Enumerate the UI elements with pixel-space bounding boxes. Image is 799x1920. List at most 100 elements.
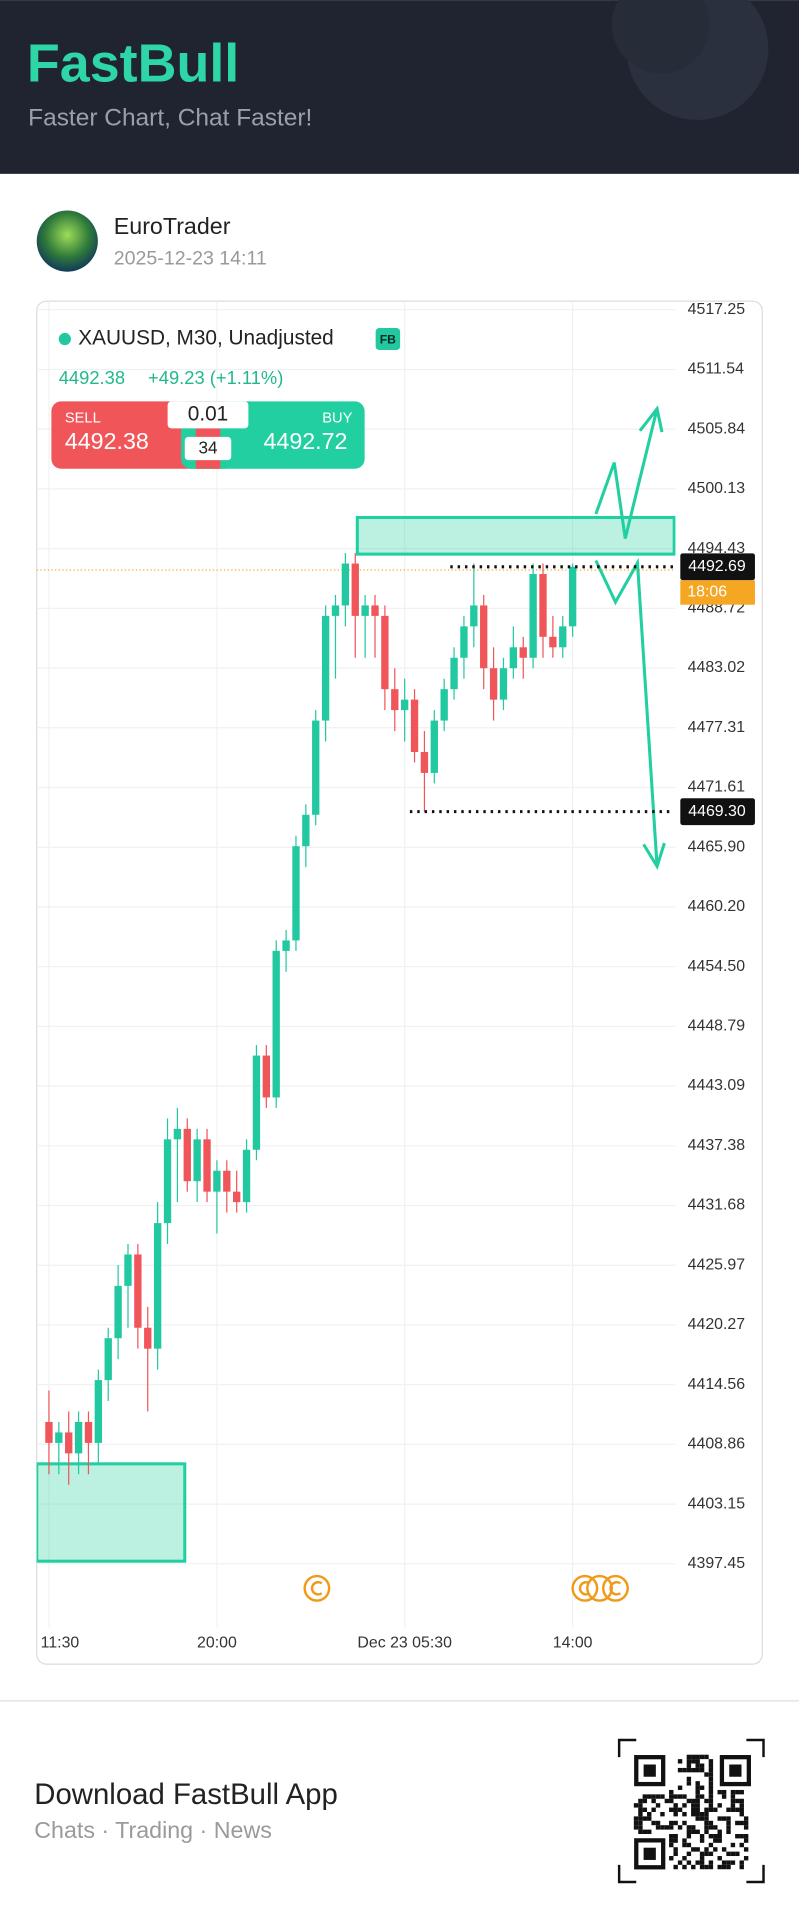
qr-module	[708, 1860, 714, 1865]
qr-module	[647, 1811, 652, 1817]
qr-module	[708, 1767, 714, 1773]
countdown: 18:06	[687, 584, 727, 601]
y-tick-label: 4500.13	[688, 480, 746, 497]
y-tick-label: 4477.31	[688, 719, 746, 736]
qr-module	[699, 1754, 705, 1760]
qr-module	[704, 1811, 709, 1817]
qr-module	[717, 1789, 722, 1795]
qr-module	[651, 1798, 656, 1804]
qr-module	[673, 1794, 678, 1799]
candle-body	[94, 1380, 103, 1443]
qr-module	[704, 1772, 709, 1777]
event-markers	[303, 1574, 629, 1602]
y-tick-label: 4483.02	[688, 659, 746, 676]
qr-module	[708, 1763, 714, 1768]
qr-module	[717, 1816, 722, 1821]
qr-module	[677, 1794, 683, 1799]
qr-module	[638, 1816, 643, 1821]
buy-label: BUY	[322, 410, 352, 426]
qr-module	[730, 1807, 736, 1812]
qr-module	[739, 1842, 744, 1848]
qr-module	[695, 1803, 700, 1808]
qr-module	[743, 1856, 749, 1861]
candle-body	[549, 636, 557, 648]
qr-module	[642, 1798, 648, 1804]
candle-body	[104, 1338, 112, 1381]
qr-module	[673, 1820, 678, 1826]
qr-module	[704, 1825, 709, 1830]
candle-body	[460, 626, 468, 658]
candle-body	[262, 1055, 270, 1098]
timestamp: 2025-12-23 14:11	[114, 248, 267, 270]
qr-module	[695, 1816, 700, 1821]
qr-module	[721, 1864, 727, 1870]
y-tick-label: 4437.38	[688, 1137, 746, 1154]
qr-module	[699, 1860, 705, 1865]
qr-module	[695, 1807, 700, 1812]
candle-body	[371, 605, 379, 616]
qr-module	[677, 1785, 683, 1790]
candle-body	[430, 720, 438, 773]
qr-module	[633, 1820, 639, 1826]
qr-module	[717, 1834, 722, 1839]
candle-body	[341, 563, 350, 606]
qr-module	[691, 1803, 696, 1808]
qr-module	[726, 1851, 731, 1857]
qr-module	[730, 1798, 736, 1804]
qr-module	[660, 1811, 665, 1817]
qr-module	[691, 1825, 696, 1830]
qr-module	[669, 1789, 674, 1795]
qr-module	[686, 1825, 692, 1830]
qr-module	[743, 1834, 749, 1839]
qr-module	[686, 1860, 692, 1865]
qr-module	[638, 1820, 643, 1826]
qr-module	[699, 1864, 705, 1870]
price-tag	[680, 798, 755, 826]
qr-module	[669, 1842, 674, 1848]
qr-module	[708, 1864, 714, 1870]
qr-module	[691, 1807, 696, 1812]
qr-module	[717, 1829, 722, 1835]
y-tick-label: 4403.15	[688, 1495, 746, 1512]
candle-body	[45, 1421, 53, 1443]
qr-module	[713, 1834, 718, 1839]
qr-module	[669, 1838, 674, 1843]
candle-body	[529, 574, 537, 658]
footer-subtitle: Chats · Trading · News	[34, 1817, 272, 1843]
qr-module	[686, 1851, 692, 1857]
qr-module	[686, 1776, 692, 1782]
qr-module	[743, 1816, 749, 1821]
qr-module	[708, 1825, 714, 1830]
candle-body	[163, 1139, 172, 1224]
qr-module	[713, 1807, 718, 1812]
qr-module	[651, 1807, 656, 1812]
qr-module	[655, 1794, 661, 1799]
qr-module	[682, 1842, 687, 1848]
qr-module	[739, 1864, 744, 1870]
candle-body	[321, 615, 330, 721]
qr-module	[699, 1794, 705, 1799]
qr-module	[726, 1807, 731, 1812]
qr-module	[673, 1851, 678, 1857]
candle-body	[420, 751, 429, 773]
chart-frame	[36, 300, 763, 1665]
y-tick-label: 4408.86	[688, 1436, 746, 1453]
candle-body	[450, 657, 458, 690]
y-tick-label: 4414.56	[688, 1376, 746, 1393]
candle-body	[272, 950, 280, 1098]
qr-module	[704, 1851, 709, 1857]
qr-module	[673, 1864, 678, 1870]
candle-body	[519, 647, 527, 658]
qr-module	[730, 1803, 736, 1808]
zone	[36, 1462, 187, 1563]
qr-module	[699, 1785, 705, 1790]
qr-module	[691, 1759, 696, 1764]
qr-module	[651, 1820, 656, 1826]
lot-box[interactable]	[167, 401, 249, 429]
candle-body	[223, 1170, 231, 1192]
qr-module	[655, 1803, 661, 1808]
qr-module	[699, 1834, 705, 1839]
qr-module	[717, 1856, 722, 1861]
lot: 0.01	[188, 402, 228, 425]
qr-module	[735, 1807, 740, 1812]
